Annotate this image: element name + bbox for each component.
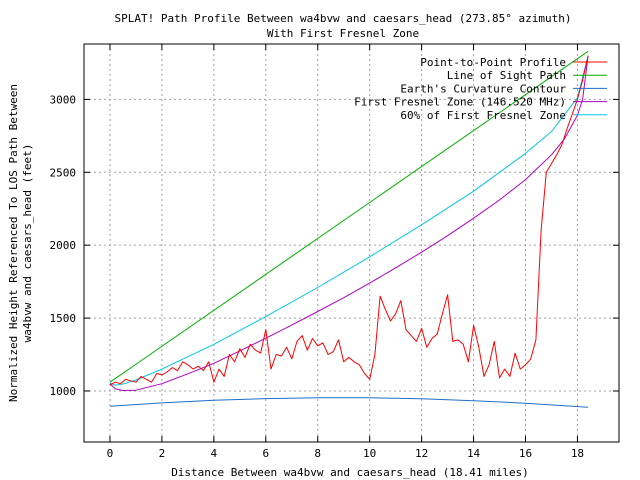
x-tick-label: 6	[262, 447, 269, 460]
legend-label: 60% of First Fresnel Zone	[400, 109, 566, 122]
y-tick-label: 2500	[50, 166, 77, 179]
x-axis-ticks: 0 2 4 6 8 10 12 14 16 18	[107, 44, 584, 460]
x-tick-label: 8	[314, 447, 321, 460]
y-tick-label: 1500	[50, 312, 77, 325]
x-tick-label: 16	[519, 447, 532, 460]
chart-title: SPLAT! Path Profile Between wa4bvw and c…	[115, 12, 572, 25]
series-line-2	[109, 397, 589, 408]
plot-frame	[83, 43, 620, 443]
x-tick-label: 10	[363, 447, 376, 460]
legend-label: First Fresnel Zone (146.520 MHz)	[354, 96, 566, 109]
x-tick-label: 14	[467, 447, 481, 460]
series-line-4	[109, 55, 589, 386]
series-line-1	[109, 50, 589, 383]
x-tick-label: 4	[211, 447, 218, 460]
x-tick-label: 12	[415, 447, 428, 460]
y-axis-label-line2: wa4bvw and caesars_head (feet)	[21, 144, 34, 343]
y-tick-label: 2000	[50, 239, 77, 252]
legend-label: Line of Sight Path	[447, 69, 566, 82]
y-axis-label-line1: Normalized Height Referenced To LOS Path…	[7, 84, 20, 402]
series-line-0	[109, 55, 589, 386]
x-tick-label: 2	[159, 447, 166, 460]
chart-subtitle: With First Fresnel Zone	[267, 27, 419, 40]
legend-label: Point-to-Point Profile	[420, 56, 566, 69]
y-tick-label: 1000	[50, 385, 77, 398]
x-axis-label: Distance Between wa4bvw and caesars_head…	[171, 466, 529, 479]
legend-label: Earth's Curvature Contour	[400, 82, 566, 95]
y-tick-label: 3000	[50, 93, 77, 106]
series-line-3	[109, 55, 589, 391]
x-tick-label: 0	[107, 447, 114, 460]
series-lines	[109, 50, 589, 408]
y-axis-ticks: 1000 1500 2000 2500 3000	[50, 93, 619, 398]
x-tick-label: 18	[571, 447, 584, 460]
grid	[84, 44, 619, 442]
